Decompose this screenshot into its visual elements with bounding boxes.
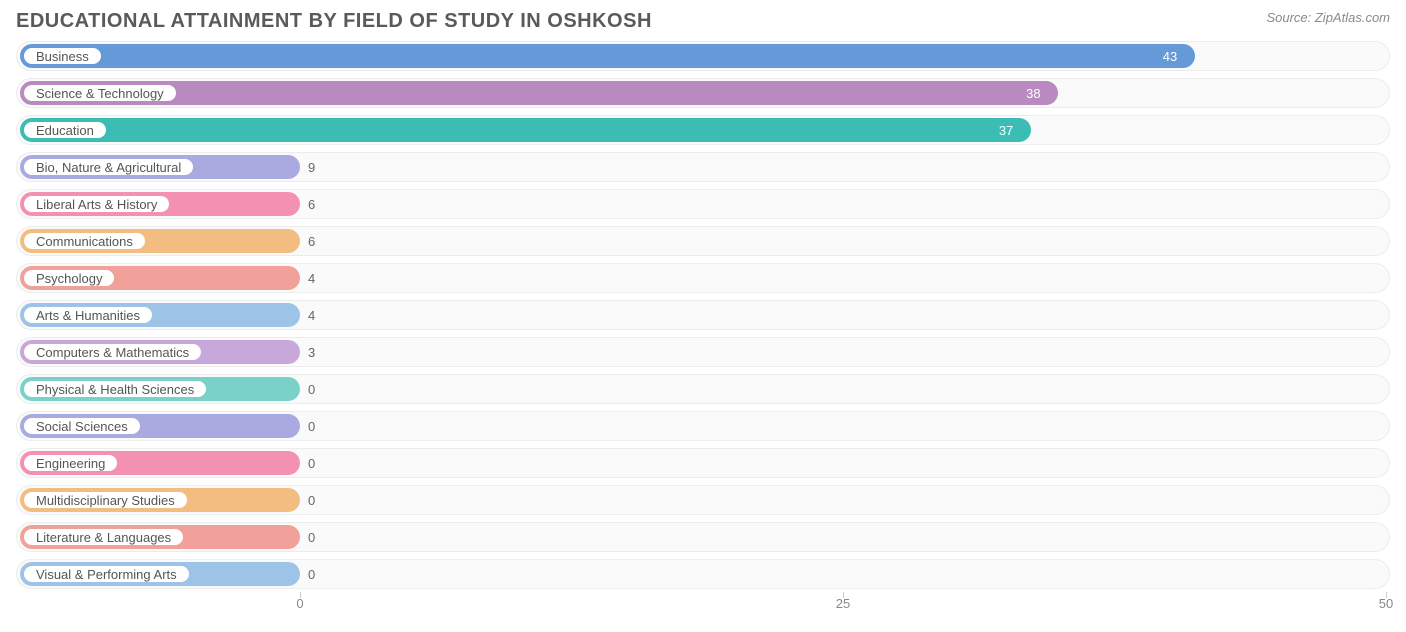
- chart-header: EDUCATIONAL ATTAINMENT BY FIELD OF STUDY…: [16, 10, 1390, 33]
- bar-label-pill: Psychology: [22, 268, 116, 288]
- bar-label-pill: Computers & Mathematics: [22, 342, 203, 362]
- bar-row: Communications 6: [16, 224, 1390, 258]
- bar-row: Literature & Languages 0: [16, 520, 1390, 554]
- bar-row: Business 43: [16, 39, 1390, 73]
- x-tick-label: 25: [836, 596, 850, 611]
- bar-value-label: 0: [300, 409, 315, 443]
- bar-row: Psychology 4: [16, 261, 1390, 295]
- bar-value-label: 9: [300, 150, 315, 184]
- bar-label-pill: Visual & Performing Arts: [22, 564, 191, 584]
- bar-value-label: 38: [1018, 76, 1040, 110]
- bar-row: Visual & Performing Arts 0: [16, 557, 1390, 591]
- bar-row: Liberal Arts & History 6: [16, 187, 1390, 221]
- bar-row: Social Sciences 0: [16, 409, 1390, 443]
- bar-value-label: 3: [300, 335, 315, 369]
- bar-row: Engineering 0: [16, 446, 1390, 480]
- bar-label-pill: Business: [22, 46, 103, 66]
- bar-value-label: 0: [300, 483, 315, 517]
- bar-label-pill: Engineering: [22, 453, 119, 473]
- x-tick-label: 50: [1379, 596, 1393, 611]
- x-axis: 0 25 50: [16, 596, 1390, 620]
- bar-label-pill: Arts & Humanities: [22, 305, 154, 325]
- bar-label-pill: Science & Technology: [22, 83, 178, 103]
- chart-source: Source: ZipAtlas.com: [1266, 10, 1390, 25]
- bar-row: Science & Technology 38: [16, 76, 1390, 110]
- bar-value-label: 4: [300, 298, 315, 332]
- bar-label-pill: Liberal Arts & History: [22, 194, 171, 214]
- plot-area: Business43Science & Technology38Educatio…: [16, 39, 1390, 594]
- chart-container: EDUCATIONAL ATTAINMENT BY FIELD OF STUDY…: [0, 0, 1406, 632]
- bar-value-label: 4: [300, 261, 315, 295]
- bar-row: Bio, Nature & Agricultural 9: [16, 150, 1390, 184]
- bar-label-pill: Literature & Languages: [22, 527, 185, 547]
- bar-row: Multidisciplinary Studies 0: [16, 483, 1390, 517]
- bar-label-pill: Physical & Health Sciences: [22, 379, 208, 399]
- bar-value-label: 37: [991, 113, 1013, 147]
- bar-value-label: 0: [300, 372, 315, 406]
- bar-value-label: 6: [300, 224, 315, 258]
- bar-fill: [20, 44, 1195, 68]
- bar-value-label: 6: [300, 187, 315, 221]
- chart-title: EDUCATIONAL ATTAINMENT BY FIELD OF STUDY…: [16, 10, 652, 33]
- bar-label-pill: Multidisciplinary Studies: [22, 490, 189, 510]
- bar-row: Arts & Humanities 4: [16, 298, 1390, 332]
- bar-label-pill: Social Sciences: [22, 416, 142, 436]
- bar-label-pill: Communications: [22, 231, 147, 251]
- bar-value-label: 0: [300, 520, 315, 554]
- bar-fill: [20, 118, 1031, 142]
- bar-label-pill: Bio, Nature & Agricultural: [22, 157, 195, 177]
- bar-label-pill: Education: [22, 120, 108, 140]
- x-tick-label: 0: [296, 596, 303, 611]
- bar-row: Education 37: [16, 113, 1390, 147]
- bar-value-label: 43: [1155, 39, 1177, 73]
- bar-value-label: 0: [300, 446, 315, 480]
- bar-row: Computers & Mathematics 3: [16, 335, 1390, 369]
- bar-row: Physical & Health Sciences 0: [16, 372, 1390, 406]
- bar-value-label: 0: [300, 557, 315, 591]
